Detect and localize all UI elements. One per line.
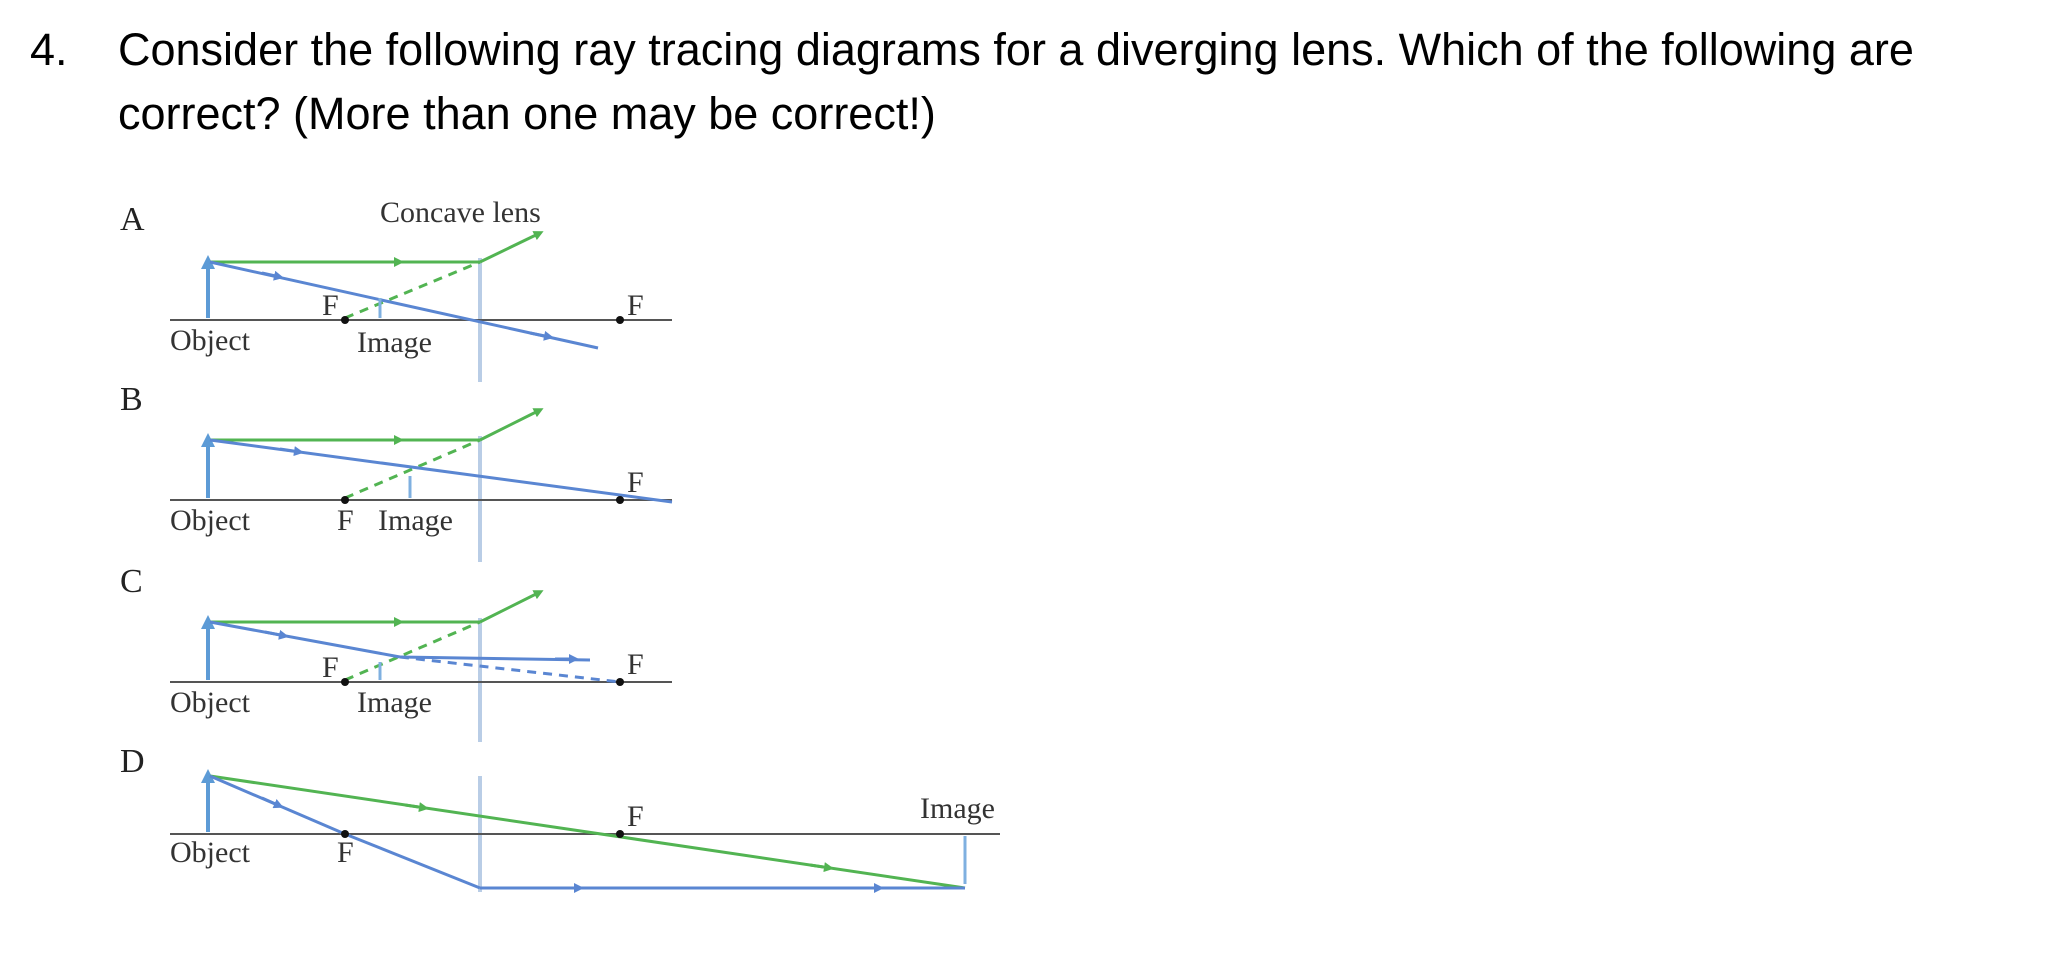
focal-label-near-a: F	[322, 289, 339, 322]
focal-point-near-d	[341, 830, 349, 838]
image-label-b: Image	[378, 504, 453, 537]
focal-point-near-b	[341, 496, 349, 504]
object-label-d: Object	[170, 836, 251, 869]
panel-a: A F F Object Image	[120, 201, 672, 382]
focal-point-near-a	[341, 316, 349, 324]
panel-b: B F Object F Image	[120, 381, 673, 562]
panel-d: D F Image Object F	[120, 743, 1000, 893]
panel-letter-a: A	[120, 201, 145, 238]
center-ray-arrow1-a	[261, 270, 284, 281]
focal-point-far-c	[616, 678, 624, 686]
green-ray-arrow2-d	[809, 862, 834, 873]
focal-point-near-c	[341, 678, 349, 686]
question-text: Consider the following ray tracing diagr…	[118, 24, 1914, 139]
focal-label-far-a: F	[627, 289, 644, 322]
center-ray-arrow1-c	[264, 629, 289, 640]
panel-letter-c: C	[120, 563, 143, 600]
panel-letter-b: B	[120, 381, 143, 418]
center-ray-c	[209, 620, 401, 659]
blue-ray-past-focus-d	[344, 832, 481, 890]
question: 4. Consider the following ray tracing di…	[30, 18, 2020, 146]
panel-c: C F F Object Image	[120, 563, 672, 742]
center-ray-arrow-b	[279, 446, 304, 457]
virtual-extension-a	[344, 260, 481, 320]
focal-label-far-d: F	[627, 800, 644, 833]
object-label-a: Object	[170, 324, 251, 357]
virtual-extension-b	[344, 438, 481, 500]
image-label-d: Image	[920, 792, 995, 825]
center-ray-arrow2-a	[529, 330, 554, 341]
focal-point-far-a	[616, 316, 624, 324]
panel-letter-d: D	[120, 743, 145, 780]
focal-point-far-d	[616, 830, 624, 838]
refracted-ray-b	[479, 408, 544, 442]
image-label-a: Image	[357, 326, 432, 359]
center-ray-extension-c	[399, 655, 621, 684]
green-ray-arrow1-d	[404, 802, 429, 813]
focal-label-near-b: F	[337, 504, 354, 537]
focal-label-far-b: F	[627, 466, 644, 499]
virtual-extension-c	[344, 620, 481, 682]
image-label-c: Image	[357, 686, 432, 719]
focal-point-far-b	[616, 496, 624, 504]
object-label-b: Object	[170, 504, 251, 537]
blue-ray-arrow1-d	[261, 796, 284, 809]
center-ray-b	[209, 438, 673, 504]
question-number: 4.	[30, 24, 68, 75]
refracted-ray-c	[479, 590, 544, 624]
focal-label-far-c: F	[627, 648, 644, 681]
focal-label-near-c: F	[322, 651, 339, 684]
focal-label-near-d: F	[337, 836, 354, 869]
refracted-ray-a	[479, 231, 544, 264]
lens-caption: Concave lens	[380, 196, 541, 229]
center-green-ray-d	[209, 774, 966, 890]
object-label-c: Object	[170, 686, 251, 719]
